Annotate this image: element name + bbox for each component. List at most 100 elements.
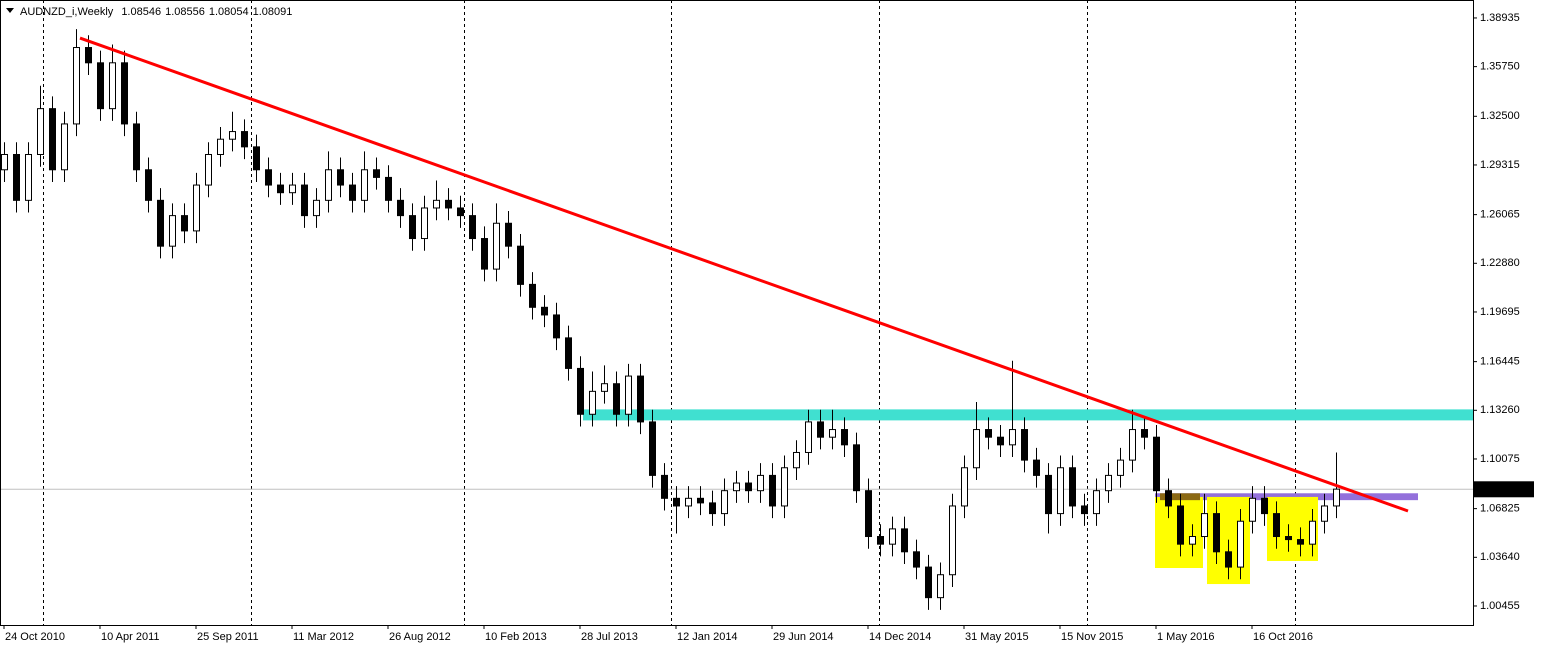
zone — [1155, 493, 1418, 501]
price-label: 1.08091 — [1480, 483, 1520, 495]
candle-body — [1129, 429, 1136, 461]
grid-layer — [0, 0, 1473, 625]
candle-body — [1045, 474, 1052, 515]
candle-body — [649, 421, 656, 476]
candle-body — [661, 474, 668, 499]
header-value: 1.08556 — [165, 6, 205, 18]
candle-body — [301, 184, 308, 217]
x-tick-label: 16 Oct 2016 — [1253, 631, 1313, 643]
candle-body — [481, 238, 488, 270]
candle-body — [253, 146, 260, 171]
candle-body — [61, 123, 68, 171]
candle-body — [745, 482, 752, 492]
candle-body — [925, 566, 932, 599]
candle-body — [49, 108, 56, 171]
candle-body — [1165, 490, 1172, 507]
candle-body — [889, 528, 896, 545]
candle-body — [325, 169, 332, 201]
candle-body — [805, 421, 812, 453]
candle-body — [421, 207, 428, 240]
x-tick-label: 10 Feb 2013 — [485, 631, 547, 643]
zone — [583, 409, 1473, 421]
candle-body — [373, 169, 380, 178]
candle-body — [1177, 505, 1184, 545]
candle-body — [73, 47, 80, 125]
x-tick-label: 28 Jul 2013 — [581, 631, 638, 643]
menu-arrow — [6, 8, 14, 13]
candle-body — [673, 497, 680, 507]
candle-body — [1333, 488, 1340, 507]
candle-body — [1249, 497, 1256, 522]
y-tick-label: 1.03640 — [1480, 551, 1520, 563]
candle-body — [1057, 467, 1064, 515]
candle-body — [1261, 497, 1268, 515]
candle-body — [1225, 551, 1232, 568]
candle-body — [1081, 505, 1088, 515]
candle-body — [37, 108, 44, 155]
candle-body — [601, 383, 608, 392]
candle-body — [793, 451, 800, 469]
candle-body — [961, 467, 968, 507]
candle-body — [133, 123, 140, 171]
candle-body — [973, 429, 980, 469]
candle-body — [1321, 505, 1328, 522]
candle-body — [277, 184, 284, 194]
candle-body — [757, 474, 764, 492]
y-tick-label: 1.22880 — [1480, 257, 1520, 269]
candle-body — [1105, 474, 1112, 492]
candle-body — [1021, 429, 1028, 461]
candle-body — [877, 536, 884, 545]
x-tick-label: 31 May 2015 — [965, 631, 1029, 643]
axis-layer: 1.38935 1.35750 1.32500 1.29315 1.26065 1.228… — [3, 12, 1534, 643]
candle-body — [361, 169, 368, 201]
x-tick-label: 12 Jan 2014 — [677, 631, 738, 643]
trendline — [79, 36, 1409, 513]
price-label-bg — [1474, 481, 1534, 498]
header-value: 1.08091 — [253, 6, 293, 18]
candle-body — [445, 199, 452, 209]
candle-body — [265, 169, 272, 186]
candle-body — [169, 215, 176, 247]
candle-body — [949, 505, 956, 576]
candle-body — [1297, 539, 1304, 545]
candle-body — [709, 502, 716, 515]
candle-body — [1093, 490, 1100, 515]
x-tick-label: 1 May 2016 — [1157, 631, 1214, 643]
candle-body — [1273, 513, 1280, 538]
x-tick-label: 29 Jun 2014 — [773, 631, 834, 643]
candle-body — [1309, 520, 1316, 545]
candle-body — [409, 215, 416, 240]
candle-body — [613, 383, 620, 415]
candle-body — [733, 482, 740, 492]
header-value: 1.08546 — [121, 6, 161, 18]
candle-body — [505, 222, 512, 247]
x-tick-label: 26 Aug 2012 — [389, 631, 451, 643]
candle-layer — [1, 29, 1340, 610]
candle-body — [121, 62, 128, 125]
candle-body — [13, 153, 20, 201]
candle-body — [853, 444, 860, 492]
symbol-label: AUDNZD_i,Weekly — [20, 6, 114, 18]
candle-body — [205, 153, 212, 186]
candle-body — [1285, 536, 1292, 541]
y-tick-label: 1.32500 — [1480, 110, 1520, 122]
y-tick-label: 1.38935 — [1480, 12, 1520, 24]
candle-body — [637, 375, 644, 423]
candle-body — [529, 283, 536, 308]
candle-body — [229, 131, 236, 140]
candle-body — [565, 337, 572, 369]
candle-body — [337, 169, 344, 186]
overlay-layer — [79, 36, 1409, 513]
y-tick-label: 1.10075 — [1480, 453, 1520, 465]
candle-body — [25, 153, 32, 201]
candle-body — [913, 551, 920, 568]
candle-body — [1, 153, 8, 171]
candle-body — [313, 199, 320, 217]
y-tick-label: 1.19695 — [1480, 306, 1520, 318]
candle-body — [685, 497, 692, 507]
candle-body — [1009, 429, 1016, 446]
candle-body — [625, 375, 632, 415]
candle-body — [493, 222, 500, 270]
